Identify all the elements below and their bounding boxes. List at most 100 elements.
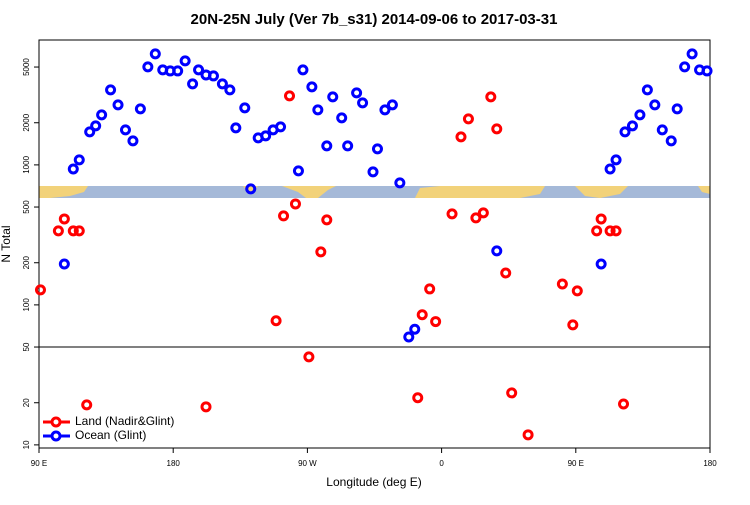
point (90, 120, 102, 132)
x-tick-label: 0 (439, 459, 444, 468)
point (367, 166, 379, 178)
point (610, 225, 622, 237)
point (134, 103, 146, 115)
point (297, 64, 309, 76)
point (112, 99, 124, 111)
point (571, 285, 583, 297)
map-land (415, 186, 545, 198)
y-tick-label: 500 (22, 200, 31, 214)
point (455, 131, 467, 143)
point (595, 213, 607, 225)
point (336, 112, 348, 124)
point (618, 398, 630, 410)
point (84, 126, 96, 138)
series (34, 90, 630, 441)
x-tick-label: 180 (703, 459, 717, 468)
point (224, 84, 236, 96)
point (327, 91, 339, 103)
point (522, 429, 534, 441)
y-axis-label: N Total (0, 225, 13, 262)
point (409, 323, 421, 335)
legend-label: Land (Nadir&Glint) (75, 414, 174, 428)
point (394, 177, 406, 189)
point (567, 319, 579, 331)
chart-title: 20N-25N July (Ver 7b_s31) 2014-09-06 to … (191, 11, 558, 28)
series (58, 48, 713, 343)
point (591, 225, 603, 237)
point (321, 214, 333, 226)
point (142, 61, 154, 73)
point (193, 64, 205, 76)
point (239, 102, 251, 114)
point (312, 104, 324, 116)
point (371, 143, 383, 155)
legend: Land (Nadir&Glint)Ocean (Glint) (43, 414, 174, 442)
x-tick-label: 90 W (298, 459, 317, 468)
point (81, 399, 93, 411)
point (641, 84, 653, 96)
y-tick-label: 5000 (22, 58, 31, 76)
y-tick-label: 200 (22, 256, 31, 270)
point (626, 120, 638, 132)
point (403, 331, 415, 343)
point (686, 48, 698, 60)
point (119, 124, 131, 136)
y-tick-label: 20 (22, 398, 31, 407)
point (127, 135, 139, 147)
point (245, 183, 257, 195)
point (556, 278, 568, 290)
point (179, 55, 191, 67)
y-tick-label: 10 (22, 440, 31, 449)
point (67, 225, 79, 237)
map-land (575, 186, 628, 198)
point (595, 258, 607, 270)
y-tick-label: 2000 (22, 113, 31, 131)
point (67, 163, 79, 175)
point (230, 122, 242, 134)
point (491, 123, 503, 135)
point (671, 103, 683, 115)
point (386, 99, 398, 111)
map-strip (39, 186, 710, 198)
point (207, 70, 219, 82)
point (289, 198, 301, 210)
plot-frame (38, 39, 711, 449)
point (446, 208, 458, 220)
point (477, 207, 489, 219)
point (462, 113, 474, 125)
point (96, 109, 108, 121)
legend-label: Ocean (Glint) (75, 428, 146, 442)
point (679, 61, 691, 73)
point (649, 99, 661, 111)
point (275, 121, 287, 133)
x-axis-label: Longitude (deg E) (326, 475, 421, 489)
point (500, 267, 512, 279)
y-tick-label: 1000 (22, 155, 31, 173)
point (260, 130, 272, 142)
x-tick-label: 180 (167, 459, 181, 468)
point (278, 210, 290, 222)
point (292, 165, 304, 177)
point (610, 154, 622, 166)
point (506, 387, 518, 399)
point (52, 225, 64, 237)
point (701, 65, 713, 77)
point (105, 84, 117, 96)
point (485, 91, 497, 103)
point (430, 316, 442, 328)
point (58, 258, 70, 270)
point (412, 392, 424, 404)
point (172, 65, 184, 77)
point (321, 140, 333, 152)
y-tick-label: 100 (22, 298, 31, 312)
point (656, 124, 668, 136)
point (303, 351, 315, 363)
point (604, 225, 616, 237)
point (149, 48, 161, 60)
point (342, 140, 354, 152)
point (187, 78, 199, 90)
point (604, 163, 616, 175)
point (200, 401, 212, 413)
map-land (39, 186, 88, 198)
